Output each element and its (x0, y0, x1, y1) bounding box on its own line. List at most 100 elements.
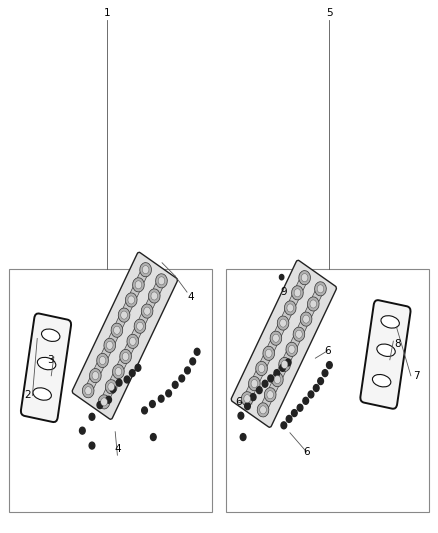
Ellipse shape (85, 386, 92, 395)
Ellipse shape (314, 282, 326, 296)
Ellipse shape (272, 334, 279, 342)
Ellipse shape (265, 349, 272, 358)
Circle shape (279, 274, 284, 280)
Circle shape (238, 413, 244, 419)
Circle shape (303, 398, 308, 404)
Circle shape (150, 433, 156, 440)
Text: 4: 4 (187, 293, 194, 302)
Circle shape (318, 377, 323, 384)
Circle shape (268, 375, 273, 382)
Ellipse shape (33, 388, 51, 400)
FancyBboxPatch shape (243, 272, 309, 404)
FancyBboxPatch shape (84, 264, 150, 396)
Ellipse shape (37, 357, 56, 370)
Ellipse shape (99, 357, 106, 365)
Circle shape (166, 390, 172, 397)
Circle shape (308, 391, 314, 398)
Ellipse shape (106, 341, 113, 350)
Ellipse shape (248, 376, 260, 391)
Ellipse shape (89, 368, 101, 383)
Circle shape (135, 365, 141, 371)
Text: 9: 9 (280, 287, 287, 297)
Text: 4: 4 (114, 444, 121, 454)
Ellipse shape (381, 316, 399, 328)
Ellipse shape (101, 398, 107, 406)
Ellipse shape (279, 358, 290, 372)
Ellipse shape (42, 329, 60, 342)
Ellipse shape (127, 334, 138, 349)
Ellipse shape (142, 265, 149, 274)
Circle shape (250, 393, 256, 401)
Ellipse shape (115, 368, 122, 376)
Text: 3: 3 (47, 355, 54, 365)
Ellipse shape (135, 281, 142, 289)
Ellipse shape (151, 292, 158, 300)
Ellipse shape (281, 360, 288, 368)
FancyBboxPatch shape (258, 284, 325, 415)
Text: 2: 2 (24, 391, 31, 400)
Circle shape (279, 365, 285, 371)
Text: 7: 7 (413, 371, 420, 381)
Ellipse shape (111, 323, 123, 337)
Ellipse shape (148, 289, 160, 303)
Circle shape (322, 370, 328, 376)
Circle shape (292, 409, 297, 417)
Circle shape (129, 370, 135, 376)
Ellipse shape (310, 300, 317, 308)
Circle shape (142, 407, 148, 414)
Circle shape (190, 358, 195, 365)
Ellipse shape (244, 394, 251, 403)
Ellipse shape (270, 331, 282, 345)
Ellipse shape (288, 345, 295, 353)
Ellipse shape (155, 274, 167, 288)
Ellipse shape (263, 346, 275, 360)
Ellipse shape (265, 387, 276, 402)
Ellipse shape (299, 271, 311, 285)
Circle shape (158, 395, 164, 402)
Text: 8: 8 (394, 339, 401, 349)
Ellipse shape (292, 286, 303, 300)
Bar (226, 269, 429, 512)
Ellipse shape (122, 352, 129, 360)
Ellipse shape (108, 383, 115, 391)
Circle shape (89, 442, 95, 449)
Ellipse shape (286, 342, 297, 357)
Text: 6: 6 (303, 447, 310, 457)
Ellipse shape (118, 308, 130, 322)
Circle shape (110, 386, 116, 392)
FancyBboxPatch shape (21, 313, 71, 422)
Ellipse shape (251, 379, 258, 387)
Circle shape (149, 401, 155, 407)
Ellipse shape (113, 326, 120, 334)
Ellipse shape (134, 319, 146, 333)
Circle shape (184, 367, 190, 374)
Circle shape (124, 376, 130, 383)
Ellipse shape (293, 327, 305, 341)
Ellipse shape (307, 297, 319, 311)
Circle shape (281, 422, 287, 429)
Ellipse shape (300, 312, 312, 326)
Circle shape (262, 381, 268, 387)
FancyBboxPatch shape (99, 276, 166, 407)
Ellipse shape (121, 311, 127, 319)
Ellipse shape (137, 322, 143, 330)
Ellipse shape (98, 395, 110, 409)
Ellipse shape (317, 285, 324, 293)
Ellipse shape (128, 296, 134, 304)
Ellipse shape (97, 353, 108, 368)
Ellipse shape (129, 337, 136, 345)
Ellipse shape (287, 304, 293, 312)
Ellipse shape (125, 293, 137, 307)
Ellipse shape (257, 403, 269, 417)
Ellipse shape (141, 304, 153, 318)
Ellipse shape (267, 391, 274, 399)
FancyBboxPatch shape (360, 300, 410, 409)
Ellipse shape (303, 315, 309, 323)
Ellipse shape (294, 289, 301, 297)
Ellipse shape (272, 373, 283, 387)
Text: 6: 6 (324, 346, 331, 356)
Circle shape (106, 397, 111, 403)
Circle shape (286, 416, 292, 422)
Ellipse shape (144, 307, 150, 315)
Ellipse shape (82, 384, 94, 398)
